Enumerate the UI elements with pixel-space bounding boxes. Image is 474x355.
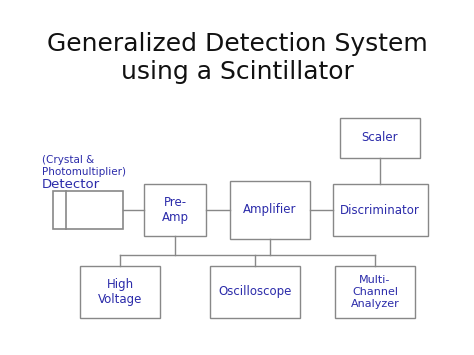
Bar bbox=[144, 184, 206, 236]
Text: Generalized Detection System: Generalized Detection System bbox=[46, 32, 428, 56]
Bar bbox=[210, 266, 300, 318]
Text: using a Scintillator: using a Scintillator bbox=[120, 60, 354, 84]
Bar bbox=[80, 266, 160, 318]
Bar bbox=[53, 191, 123, 229]
Text: (Crystal &
Photomultiplier): (Crystal & Photomultiplier) bbox=[42, 155, 126, 176]
Text: Amplifier: Amplifier bbox=[243, 203, 297, 217]
Text: Oscilloscope: Oscilloscope bbox=[219, 285, 292, 299]
Bar bbox=[340, 118, 420, 158]
Text: Scaler: Scaler bbox=[362, 131, 398, 144]
Text: Detector: Detector bbox=[42, 178, 100, 191]
Bar bbox=[335, 266, 415, 318]
Bar bbox=[230, 181, 310, 239]
Bar bbox=[332, 184, 428, 236]
Text: Pre-
Amp: Pre- Amp bbox=[162, 196, 189, 224]
Text: High
Voltage: High Voltage bbox=[98, 278, 142, 306]
Text: Discriminator: Discriminator bbox=[340, 203, 420, 217]
Text: Multi-
Channel
Analyzer: Multi- Channel Analyzer bbox=[351, 275, 400, 308]
